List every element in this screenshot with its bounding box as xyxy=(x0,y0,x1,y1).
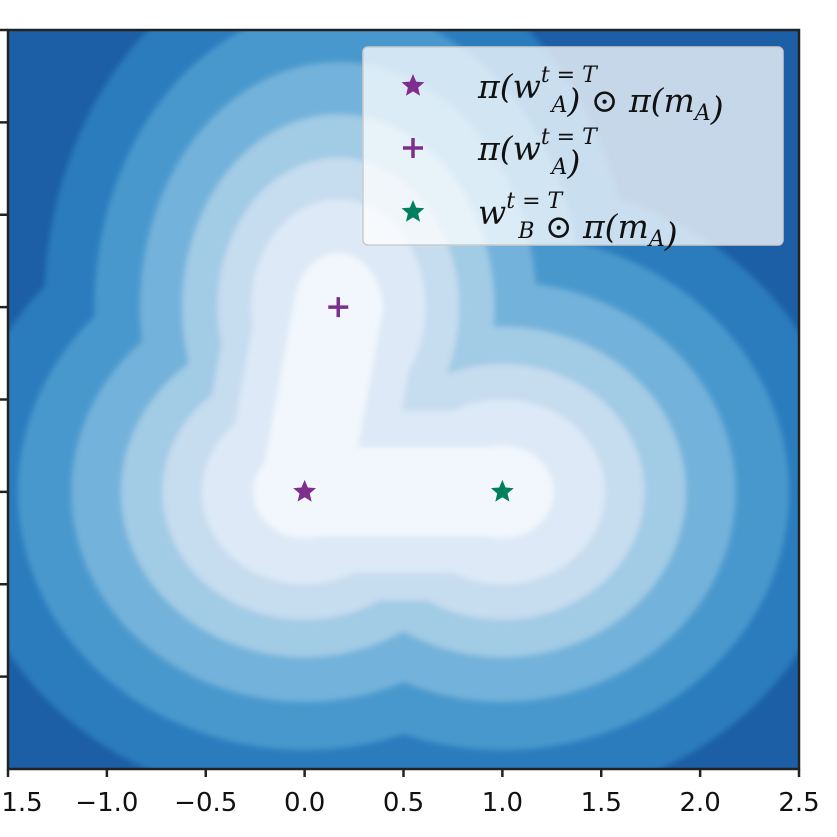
x-tick-label: −0.5 xyxy=(174,788,237,818)
x-tick-label: 0.5 xyxy=(383,788,424,818)
x-tick-label: 2.5 xyxy=(778,788,819,818)
x-tick-label: −1.0 xyxy=(75,788,138,818)
legend-marker-2 xyxy=(401,200,425,222)
marker-pi-wA xyxy=(328,297,349,318)
legend-entry: π(wt = T A) ⊙ π(mA) xyxy=(401,63,724,128)
legend-entry: π(wt = T A) xyxy=(403,125,599,182)
data-markers xyxy=(293,297,514,502)
marker-pi-wA-odot-pi-mA xyxy=(293,479,317,502)
x-tick-label: 1.5 xyxy=(581,788,622,818)
legend-label: π(wt = T A) xyxy=(477,125,599,182)
marker-wB-odot-pi-mA xyxy=(490,479,514,502)
legend-marker-1 xyxy=(403,138,423,158)
legend-marker-0 xyxy=(401,74,425,96)
x-tick-label: 1.5 xyxy=(1,788,42,818)
x-tick-label: 1.0 xyxy=(482,788,523,818)
x-tick-label: 2.0 xyxy=(679,788,720,818)
legend-box xyxy=(362,46,784,246)
x-axis-ticks: 1.5 −1.0 −0.5 0.0 0.5 1.0 1.5 2.0 2.5 xyxy=(1,769,820,818)
y-axis-ticks xyxy=(0,28,8,678)
x-tick-label: 0.0 xyxy=(284,788,325,818)
legend-label: π(wt = T A) ⊙ π(mA) xyxy=(477,63,724,128)
